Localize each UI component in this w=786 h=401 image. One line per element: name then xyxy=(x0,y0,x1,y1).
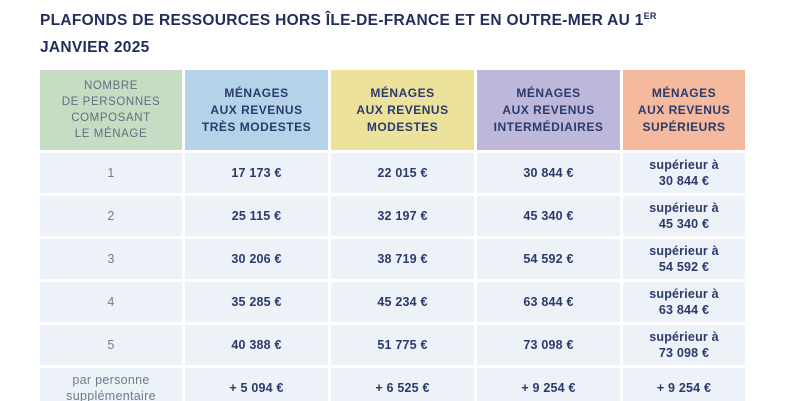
row-label: 3 xyxy=(40,239,182,279)
column-header-revenus-intermediaires: MÉNAGES AUX REVENUS INTERMÉDIAIRES xyxy=(477,70,620,150)
value-cell: 25 115 € xyxy=(185,196,328,236)
value-cell: supérieur à 54 592 € xyxy=(623,239,745,279)
value-cell: 40 388 € xyxy=(185,325,328,365)
value-cell: + 9 254 € xyxy=(623,368,745,401)
value-cell: 73 098 € xyxy=(477,325,620,365)
value-cell: 38 719 € xyxy=(331,239,474,279)
value-cell: 30 206 € xyxy=(185,239,328,279)
row-label: 1 xyxy=(40,153,182,193)
column-header-revenus-tres-modestes: MÉNAGES AUX REVENUS TRÈS MODESTES xyxy=(185,70,328,150)
value-cell: 22 015 € xyxy=(331,153,474,193)
row-label: par personne supplémentaire xyxy=(40,368,182,401)
column-header-household-size: NOMBRE DE PERSONNES COMPOSANT LE MÉNAGE xyxy=(40,70,182,150)
page-title: PLAFONDS DE RESSOURCES HORS ÎLE-DE-FRANC… xyxy=(40,7,748,61)
value-cell: + 6 525 € xyxy=(331,368,474,401)
value-cell: 17 173 € xyxy=(185,153,328,193)
value-cell: supérieur à 30 844 € xyxy=(623,153,745,193)
row-label: 2 xyxy=(40,196,182,236)
value-cell: 51 775 € xyxy=(331,325,474,365)
value-cell: supérieur à 45 340 € xyxy=(623,196,745,236)
value-cell: supérieur à 73 098 € xyxy=(623,325,745,365)
column-header-revenus-modestes: MÉNAGES AUX REVENUS MODESTES xyxy=(331,70,474,150)
value-cell: + 9 254 € xyxy=(477,368,620,401)
column-header-revenus-superieurs: MÉNAGES AUX REVENUS SUPÉRIEURS xyxy=(623,70,745,150)
page-title-line2: JANVIER 2025 xyxy=(40,39,150,56)
value-cell: 30 844 € xyxy=(477,153,620,193)
row-label: 5 xyxy=(40,325,182,365)
value-cell: + 5 094 € xyxy=(185,368,328,401)
value-cell: 45 340 € xyxy=(477,196,620,236)
value-cell: 45 234 € xyxy=(331,282,474,322)
page-title-line1: PLAFONDS DE RESSOURCES HORS ÎLE-DE-FRANC… xyxy=(40,12,644,29)
income-ceiling-table: NOMBRE DE PERSONNES COMPOSANT LE MÉNAGE … xyxy=(40,70,748,401)
value-cell: 63 844 € xyxy=(477,282,620,322)
value-cell: 54 592 € xyxy=(477,239,620,279)
value-cell: supérieur à 63 844 € xyxy=(623,282,745,322)
value-cell: 32 197 € xyxy=(331,196,474,236)
page-title-superscript: ER xyxy=(643,10,657,21)
row-label: 4 xyxy=(40,282,182,322)
value-cell: 35 285 € xyxy=(185,282,328,322)
